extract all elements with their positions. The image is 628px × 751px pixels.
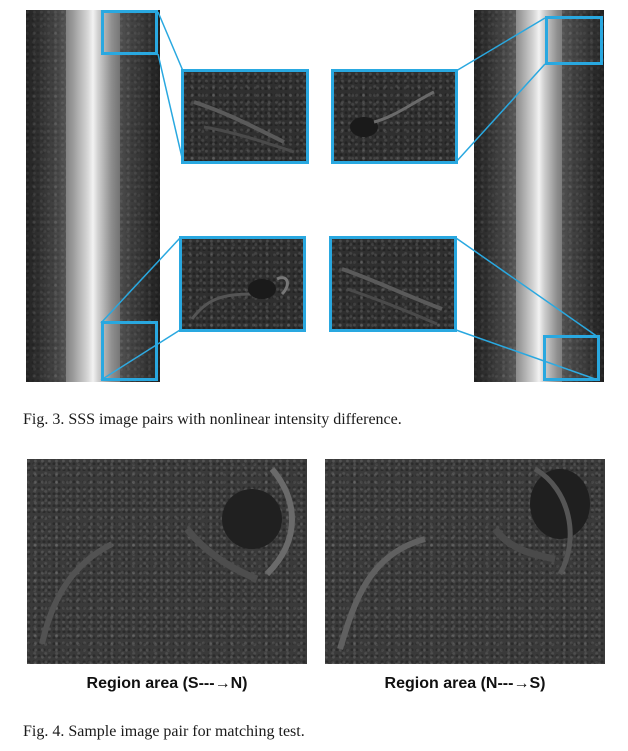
zoom-panel-top-left xyxy=(181,69,309,164)
figure-4-caption: Fig. 4. Sample image pair for matching t… xyxy=(23,722,305,742)
zoom-connector-lines xyxy=(0,0,628,400)
figure-3-caption: Fig. 3. SSS image pairs with nonlinear i… xyxy=(23,410,402,430)
connector-line xyxy=(158,12,183,71)
zoom-panel-bottom-right xyxy=(329,236,457,332)
connector-line xyxy=(101,238,180,323)
seabed-texture xyxy=(334,72,455,161)
seabed-texture xyxy=(27,459,307,664)
selection-box-top-left xyxy=(101,10,158,55)
figure-3 xyxy=(0,0,628,400)
figure-4-right-label: Region area (N---→S) xyxy=(325,675,605,693)
seabed-texture xyxy=(184,72,306,161)
connector-line xyxy=(456,238,598,337)
selection-box-top-right xyxy=(545,16,603,65)
connector-line xyxy=(456,64,545,162)
seabed-texture xyxy=(182,239,303,329)
connector-line xyxy=(456,18,545,71)
zoom-panel-bottom-left xyxy=(179,236,306,332)
seabed-texture xyxy=(332,239,454,329)
zoom-panel-top-right xyxy=(331,69,458,164)
selection-box-bottom-right xyxy=(543,335,600,381)
figure-4-left-label: Region area (S---→N) xyxy=(27,675,307,693)
seabed-texture xyxy=(325,459,605,664)
figure-4-left-image xyxy=(27,459,307,664)
selection-box-bottom-left xyxy=(101,321,158,381)
connector-line xyxy=(158,54,183,162)
figure-4-right-image xyxy=(325,459,605,664)
